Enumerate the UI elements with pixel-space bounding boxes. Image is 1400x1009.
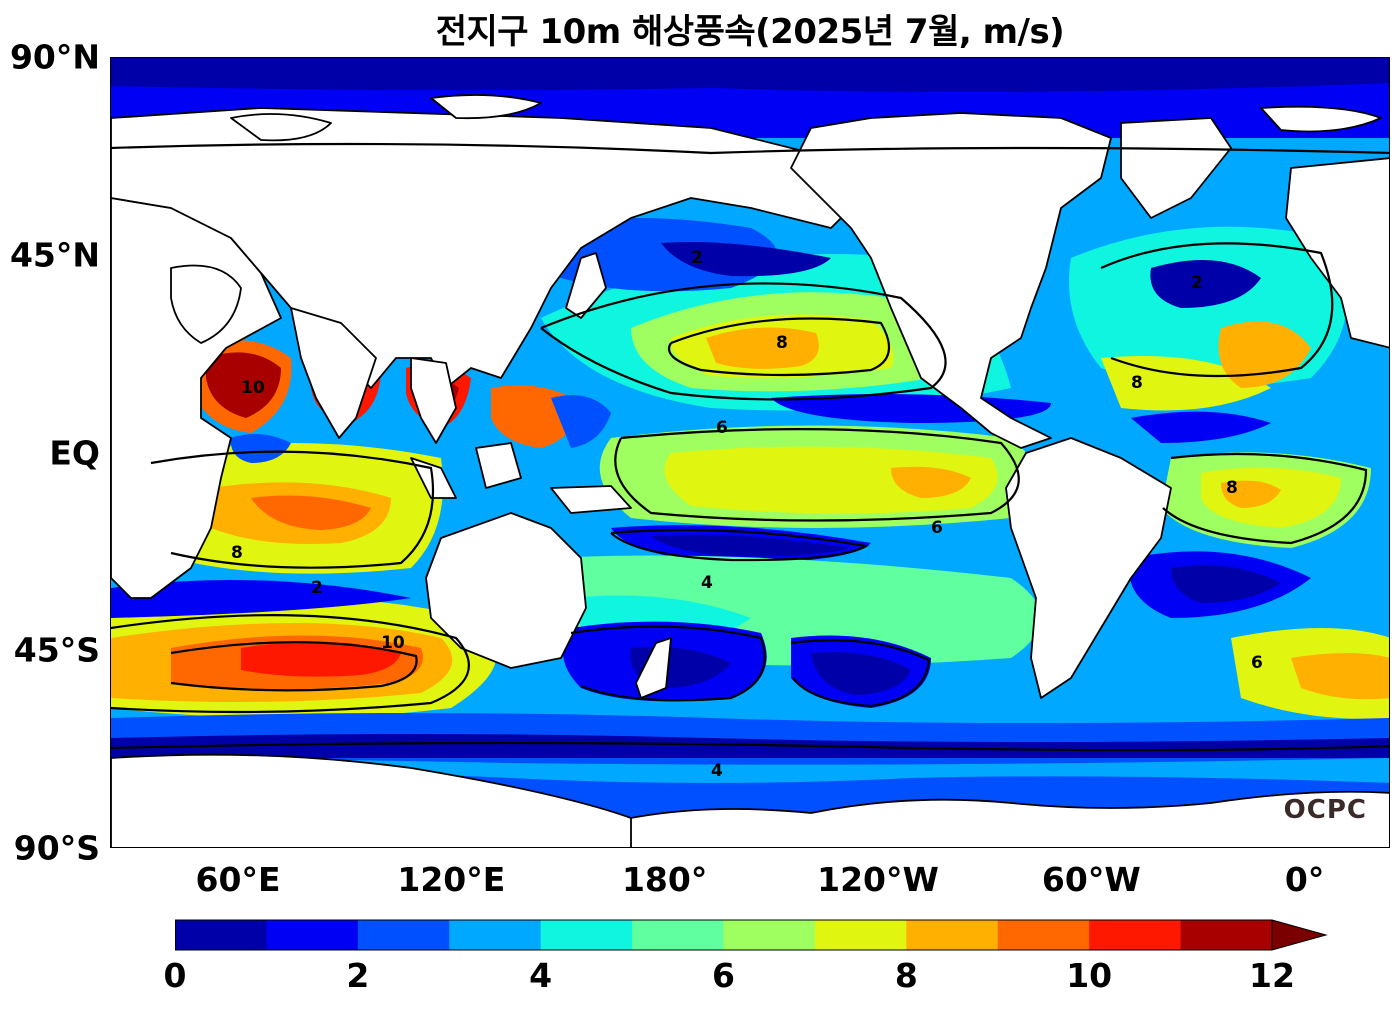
colorbar-segment — [266, 920, 359, 950]
colorbar-segment — [357, 920, 450, 950]
wind-speed-map[interactable]: 8 6 6 2 4 10 8 8 8 2 6 2 4 10 — [111, 58, 1390, 848]
contour-lines — [111, 142, 1389, 752]
ocpc-credit: OCPC — [1283, 795, 1367, 825]
longitude-label: 120°E — [397, 860, 506, 899]
colorbar-segment — [1089, 920, 1182, 950]
australia — [425, 512, 587, 669]
indochina — [410, 357, 457, 444]
colorbar-segment — [175, 920, 267, 950]
latitude-label: EQ — [49, 433, 100, 472]
contour-label: 8 — [231, 543, 243, 563]
borneo — [475, 442, 522, 489]
contour-label: 8 — [1226, 478, 1238, 498]
contour-label: 4 — [701, 573, 713, 593]
colorbar-tick-label: 12 — [1249, 956, 1295, 995]
colorbar-tick-label: 6 — [712, 956, 735, 995]
colorbar-segment — [997, 920, 1090, 950]
colorbar-segment — [632, 920, 724, 950]
contour-label: 8 — [1131, 373, 1143, 393]
arctic-islands — [230, 94, 1382, 142]
page-title: 전지구 10m 해상풍속(2025년 7월, m/s) — [435, 12, 1065, 52]
japan — [565, 252, 607, 319]
arabia — [170, 264, 242, 344]
south-america — [1005, 437, 1172, 699]
eurasia — [111, 107, 872, 389]
contour-label: 2 — [311, 578, 323, 598]
longitude-label: 60°W — [1041, 860, 1141, 899]
contour-label: 2 — [1191, 273, 1203, 293]
colorbar-tick-label: 2 — [346, 956, 370, 995]
colorbar-segment — [449, 920, 542, 950]
europe — [1285, 157, 1389, 349]
greenland — [1120, 117, 1232, 219]
colorbar-segment — [814, 920, 907, 950]
contour-label: 6 — [931, 518, 943, 538]
latitude-label: 90°N — [9, 37, 100, 77]
colorbar-segment — [723, 920, 816, 950]
india — [290, 307, 377, 439]
north-america — [790, 112, 1112, 449]
longitude-label: 120°W — [817, 860, 939, 899]
colorbar — [175, 919, 1328, 951]
contour-label: 6 — [716, 418, 728, 438]
land-masses — [111, 94, 1389, 847]
colorbar-extend-arrow — [1271, 919, 1328, 951]
contour-label: 10 — [241, 378, 265, 398]
new-guinea — [550, 485, 632, 514]
colorbar-tick-label: 10 — [1066, 956, 1113, 995]
longitude-label: 60°E — [195, 860, 281, 899]
longitude-label: 0° — [1284, 860, 1325, 899]
colorbar-segment — [906, 920, 999, 950]
contour-label: 10 — [381, 633, 405, 653]
contour-label: 8 — [776, 333, 788, 353]
colorbar-tick-label: 8 — [894, 956, 918, 995]
contour-label: 4 — [711, 761, 723, 781]
contour-label: 2 — [691, 248, 703, 268]
colorbar-tick-label: 0 — [163, 956, 187, 995]
sumatra — [410, 457, 457, 499]
colorbar-segment — [540, 920, 633, 950]
contour-label-group: 8 6 6 2 4 10 8 8 8 2 6 2 4 10 — [231, 248, 1263, 781]
contour-label: 6 — [1251, 653, 1263, 673]
colorbar-outline — [175, 919, 1273, 951]
latitude-label: 45°S — [13, 630, 100, 670]
colorbar-tick-label: 4 — [529, 956, 553, 995]
latitude-label: 45°N — [9, 235, 100, 275]
antarctica — [111, 753, 1389, 847]
latitude-label: 90°S — [13, 828, 100, 868]
longitude-label: 180° — [621, 860, 708, 899]
colorbar-segment — [1180, 920, 1273, 950]
map-frame[interactable]: 8 6 6 2 4 10 8 8 8 2 6 2 4 10 OCPC — [110, 57, 1390, 848]
new-zealand — [635, 637, 672, 699]
